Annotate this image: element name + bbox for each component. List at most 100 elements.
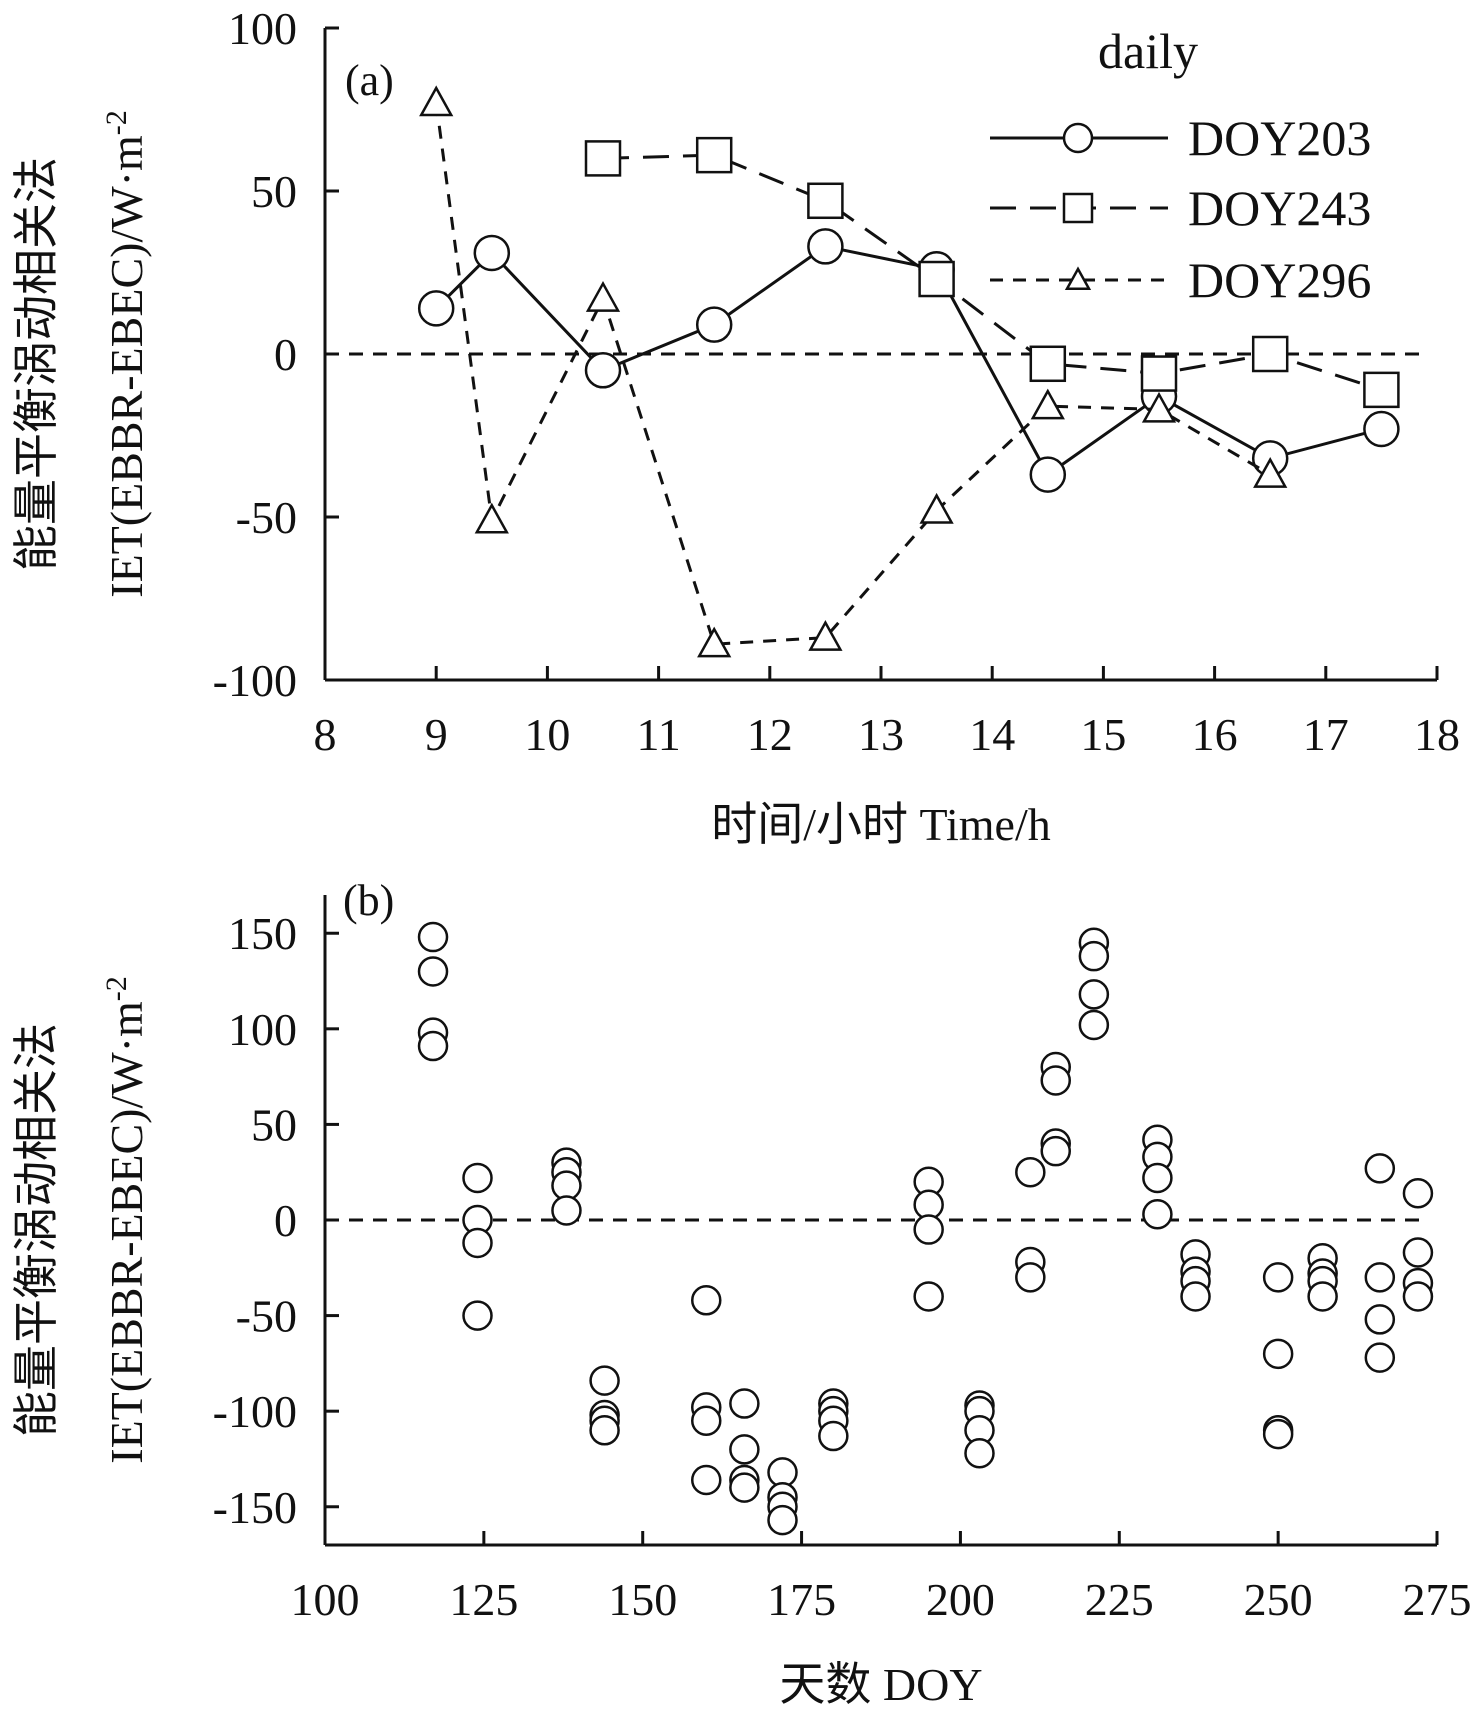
scatter-point [818, 1420, 849, 1452]
scatter-point [1307, 1281, 1338, 1312]
data-point-DOY203 [807, 228, 844, 265]
data-point-DOY243 [584, 140, 622, 177]
series-line-DOY243 [602, 153, 1382, 392]
x-tick-label: 100 [291, 1574, 360, 1625]
data-point-DOY203 [417, 290, 455, 327]
x-tick-label: 13 [858, 709, 904, 760]
scatter-point [1364, 1262, 1396, 1293]
x-tick-label: 250 [1244, 1574, 1313, 1625]
data-point-DOY296 [419, 85, 454, 117]
y-tick-label: 50 [251, 1099, 297, 1150]
y-tick-label: -50 [236, 492, 297, 543]
scatter-point [551, 1195, 582, 1226]
x-tick-label: 9 [425, 709, 448, 760]
scatter-point [589, 1415, 620, 1446]
scatter-points [417, 921, 1434, 1536]
series-DOY243 [584, 136, 1400, 409]
legend-marker-DOY243 [1062, 192, 1094, 224]
y-axis-label-main: IET(EBBR-EBEC)/W·m [101, 135, 152, 598]
data-point-DOY243 [695, 136, 733, 174]
y-tick-label: 0 [274, 329, 297, 380]
data-point-DOY296 [474, 502, 509, 534]
y-tick-label: -150 [213, 1482, 297, 1533]
scatter-point [1364, 1342, 1396, 1373]
scatter-point [417, 921, 449, 953]
data-point-DOY243 [1251, 335, 1289, 373]
x-tick-label: 10 [524, 709, 570, 760]
data-point-DOY243 [1363, 371, 1400, 409]
scatter-point [913, 1281, 944, 1312]
y-tick-label: 100 [228, 3, 297, 54]
scatter-point [1364, 1304, 1396, 1335]
y-tick-label: -50 [236, 1291, 297, 1342]
y-axis-label-line1: 能量平衡涡动相关法 [11, 157, 62, 571]
data-point-DOY296 [1141, 391, 1177, 423]
scatter-point [1402, 1177, 1434, 1209]
x-axis-label: 天数 DOY [779, 1659, 982, 1710]
scatter-point [1402, 1237, 1434, 1268]
x-tick-label: 18 [1414, 709, 1460, 760]
panel-a-axes: 8 9 10 11 12 13 14 15 16 17 18 100 50 0 -50 -100 (a) 时间/小… [11, 3, 1460, 850]
x-tick-label: 125 [449, 1574, 518, 1625]
scatter-point [1142, 1199, 1173, 1230]
scatter-point [729, 1434, 760, 1465]
scatter-point [691, 1285, 722, 1316]
x-tick-label: 175 [767, 1574, 836, 1625]
scatter-point [462, 1300, 493, 1331]
scatter-point [1262, 1262, 1294, 1293]
x-tick-label: 17 [1303, 709, 1349, 760]
data-point-DOY243 [807, 182, 844, 220]
y-axis-label-line2: IET(EBBR-EBEC)/W·m-2 [100, 110, 152, 597]
x-axis-label: 时间/小时 Time/h [711, 799, 1051, 850]
legend-marker-DOY203 [1062, 122, 1094, 154]
scatter-point [691, 1464, 722, 1496]
scatter-point [462, 1227, 493, 1259]
scatter-point [729, 1388, 760, 1419]
data-point-DOY296 [1253, 457, 1288, 488]
scatter-point [1040, 1135, 1071, 1167]
y-axis-label-main: IET(EBBR-EBEC)/W·m [101, 1001, 152, 1464]
scatter-point [1364, 1153, 1396, 1184]
y-tick-label: 50 [251, 166, 297, 217]
data-point-DOY243 [918, 260, 955, 298]
x-tick-label: 200 [926, 1574, 995, 1625]
scatter-point [1262, 1418, 1294, 1450]
y-tick-label: -100 [213, 655, 297, 706]
data-point-DOY203 [473, 234, 511, 272]
scatter-point [1040, 1065, 1071, 1096]
x-tick-label: 15 [1080, 709, 1126, 760]
data-point-DOY296 [697, 626, 732, 658]
scatter-point [1262, 1338, 1294, 1370]
scatter-point [417, 1030, 449, 1062]
scatter-point [1078, 940, 1110, 972]
x-tick-label: 16 [1192, 709, 1238, 760]
legend-label-DOY243: DOY243 [1188, 180, 1371, 236]
data-point-DOY243 [1140, 355, 1178, 392]
y-tick-label: -100 [213, 1386, 297, 1437]
y-axis-label-line1: 能量平衡涡动相关法 [11, 1023, 62, 1437]
panel-label: (a) [345, 56, 394, 105]
scatter-point [1180, 1281, 1211, 1312]
legend-title: daily [1098, 23, 1198, 79]
x-tick-label: 11 [636, 709, 680, 760]
scatter-point [691, 1405, 722, 1436]
x-tick-label: 12 [747, 709, 793, 760]
data-point-DOY296 [585, 281, 621, 312]
y-axis-label-superscript: -2 [100, 976, 133, 1001]
data-point-DOY203 [584, 352, 622, 389]
panel-label: (b) [343, 876, 394, 925]
scatter-point [1078, 1009, 1110, 1041]
scatter-point [1142, 1162, 1173, 1194]
data-point-DOY296 [1030, 388, 1065, 420]
data-point-DOY296 [808, 620, 843, 651]
data-point-DOY203 [1363, 410, 1400, 448]
scatter-point [729, 1472, 760, 1503]
scatter-point [589, 1365, 620, 1396]
legend-label-DOY296: DOY296 [1188, 252, 1371, 308]
y-tick-label: 0 [274, 1195, 297, 1246]
scatter-point [1015, 1156, 1046, 1188]
data-point-DOY243 [1029, 345, 1067, 383]
data-point-DOY203 [695, 306, 733, 343]
